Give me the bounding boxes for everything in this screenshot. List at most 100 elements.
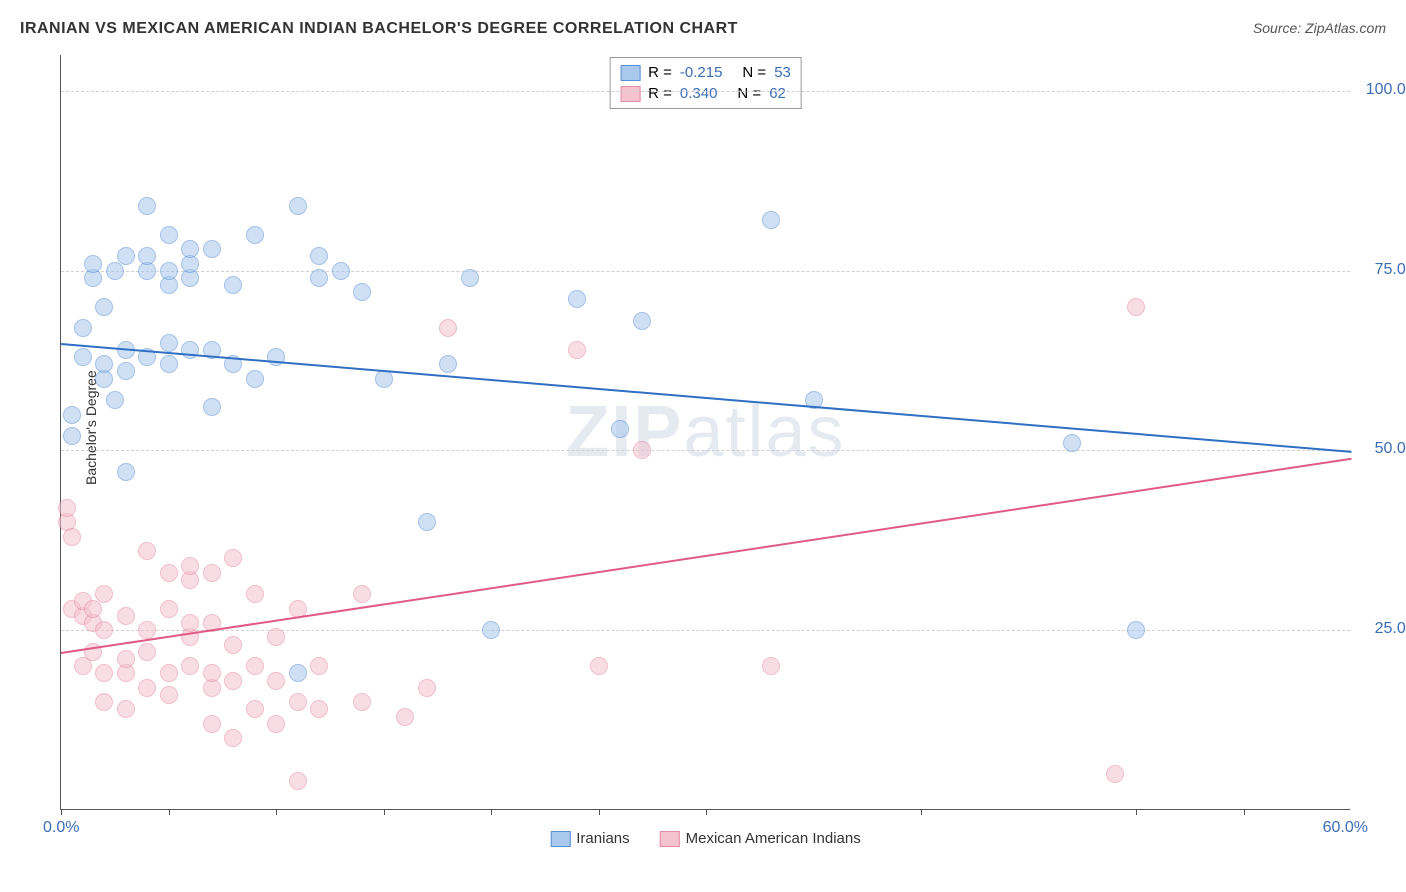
scatter-point	[63, 427, 81, 445]
x-tick	[706, 809, 707, 815]
scatter-point	[203, 240, 221, 258]
scatter-point	[224, 672, 242, 690]
scatter-point	[74, 319, 92, 337]
legend-swatch	[620, 86, 640, 102]
scatter-point	[160, 600, 178, 618]
scatter-point	[203, 664, 221, 682]
x-tick	[921, 809, 922, 815]
scatter-point	[246, 657, 264, 675]
scatter-point	[138, 247, 156, 265]
x-tick-label-max: 60.0%	[1323, 819, 1368, 837]
scatter-point	[267, 628, 285, 646]
scatter-point	[117, 650, 135, 668]
scatter-point	[246, 226, 264, 244]
gridline	[61, 91, 1350, 92]
plot-area: ZIPatlas Bachelor's Degree R = -0.215N =…	[60, 55, 1350, 810]
trend-line	[61, 343, 1351, 453]
scatter-point	[63, 528, 81, 546]
scatter-point	[160, 262, 178, 280]
scatter-point	[84, 255, 102, 273]
x-tick	[599, 809, 600, 815]
scatter-point	[396, 708, 414, 726]
legend-series-label: Mexican American Indians	[686, 830, 861, 847]
scatter-point	[289, 693, 307, 711]
legend-swatch	[550, 831, 570, 847]
scatter-point	[762, 211, 780, 229]
scatter-point	[95, 355, 113, 373]
scatter-point	[310, 700, 328, 718]
series-legend: IraniansMexican American Indians	[550, 830, 860, 847]
scatter-point	[74, 348, 92, 366]
scatter-point	[224, 636, 242, 654]
scatter-point	[160, 226, 178, 244]
x-tick	[384, 809, 385, 815]
legend-series-item: Mexican American Indians	[660, 830, 861, 847]
scatter-point	[568, 290, 586, 308]
scatter-point	[203, 715, 221, 733]
scatter-point	[1063, 434, 1081, 452]
scatter-point	[633, 441, 651, 459]
y-tick-label: 100.0%	[1360, 81, 1406, 99]
scatter-point	[762, 657, 780, 675]
header: IRANIAN VS MEXICAN AMERICAN INDIAN BACHE…	[20, 20, 1386, 38]
scatter-point	[106, 391, 124, 409]
scatter-point	[63, 406, 81, 424]
scatter-point	[160, 664, 178, 682]
scatter-point	[332, 262, 350, 280]
scatter-point	[353, 283, 371, 301]
scatter-point	[95, 585, 113, 603]
scatter-point	[95, 693, 113, 711]
scatter-point	[353, 693, 371, 711]
scatter-point	[117, 700, 135, 718]
x-tick	[1136, 809, 1137, 815]
scatter-point	[310, 269, 328, 287]
x-tick	[276, 809, 277, 815]
scatter-point	[439, 355, 457, 373]
y-tick-label: 50.0%	[1360, 440, 1406, 458]
scatter-point	[1127, 298, 1145, 316]
x-tick	[61, 809, 62, 815]
scatter-point	[117, 607, 135, 625]
correlation-legend: R = -0.215N = 53R = 0.340N = 62	[609, 57, 802, 109]
legend-swatch	[620, 65, 640, 81]
scatter-point	[310, 247, 328, 265]
legend-swatch	[660, 831, 680, 847]
scatter-point	[138, 621, 156, 639]
scatter-point	[138, 542, 156, 560]
scatter-point	[353, 585, 371, 603]
x-tick	[1244, 809, 1245, 815]
scatter-point	[117, 463, 135, 481]
scatter-point	[117, 247, 135, 265]
source-label: Source: ZipAtlas.com	[1253, 20, 1386, 36]
scatter-point	[482, 621, 500, 639]
y-axis-label: Bachelor's Degree	[83, 370, 99, 485]
scatter-point	[117, 362, 135, 380]
scatter-point	[160, 686, 178, 704]
scatter-point	[160, 334, 178, 352]
legend-stat-row: R = -0.215N = 53	[620, 62, 791, 83]
scatter-point	[289, 664, 307, 682]
scatter-point	[439, 319, 457, 337]
y-tick-label: 75.0%	[1360, 261, 1406, 279]
scatter-point	[224, 549, 242, 567]
scatter-point	[58, 499, 76, 517]
scatter-point	[418, 513, 436, 531]
y-tick-label: 25.0%	[1360, 620, 1406, 638]
scatter-point	[95, 664, 113, 682]
scatter-point	[310, 657, 328, 675]
watermark: ZIPatlas	[565, 391, 845, 473]
scatter-point	[95, 298, 113, 316]
scatter-point	[611, 420, 629, 438]
gridline	[61, 630, 1350, 631]
scatter-point	[289, 772, 307, 790]
scatter-point	[203, 398, 221, 416]
scatter-point	[267, 715, 285, 733]
gridline	[61, 271, 1350, 272]
chart-title: IRANIAN VS MEXICAN AMERICAN INDIAN BACHE…	[20, 20, 738, 38]
scatter-point	[160, 355, 178, 373]
scatter-point	[1127, 621, 1145, 639]
scatter-point	[590, 657, 608, 675]
scatter-point	[461, 269, 479, 287]
scatter-point	[138, 643, 156, 661]
x-tick-label-min: 0.0%	[43, 819, 79, 837]
